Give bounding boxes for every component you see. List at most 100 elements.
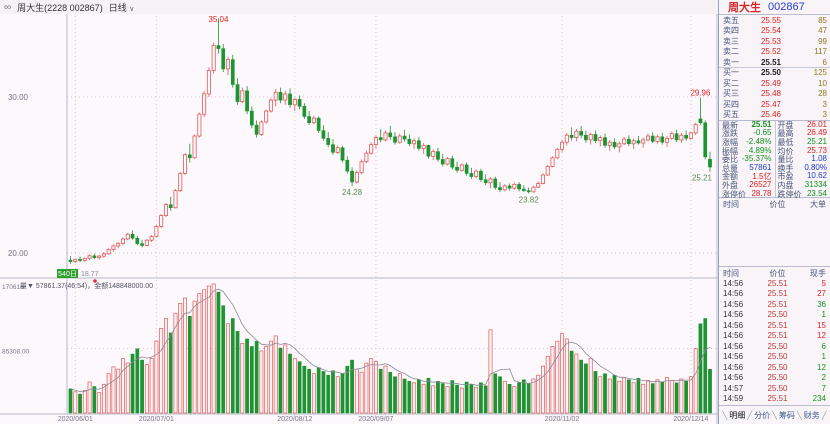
tab-1[interactable]: 明细 [729, 410, 746, 420]
info-label: 涨跌 [722, 129, 738, 139]
tick-lots: 1 [821, 352, 826, 362]
tick-row: 14:56 25.50 1 [719, 310, 830, 321]
svg-text:25.21: 25.21 [692, 174, 713, 183]
order-volume: 28 [818, 89, 827, 99]
tick-price: 25.50 [767, 352, 788, 362]
info-label: 均价 [777, 146, 794, 156]
svg-text:2020/12/14: 2020/12/14 [673, 416, 708, 423]
quote-panel: 周大生 002867 卖五 25.55 85 卖四 25.54 47 卖三 25.53 99 卖二… [718, 0, 830, 424]
tab-2[interactable]: 分价 [754, 410, 771, 420]
big-order-header: 时间 价位 大单 [719, 199, 830, 209]
ask-row[interactable]: 卖五 25.55 85 [719, 15, 830, 26]
info-value: -35.37% [741, 154, 772, 164]
tick-col-lots: 现手 [810, 269, 826, 278]
info-label: 最新 [722, 120, 738, 130]
tick-col-price: 价位 [769, 269, 786, 278]
tab-4[interactable]: 财务 [803, 410, 820, 420]
info-value: 26.01 [806, 119, 827, 129]
bid-row[interactable]: 买四 25.47 3 [719, 99, 830, 110]
tick-lots: 36 [817, 299, 826, 309]
info-label: 量比 [777, 155, 794, 165]
period-selector[interactable]: 日线 ∨ [109, 1, 135, 14]
tick-lots: 2 [821, 373, 826, 383]
order-level-label: 卖一 [723, 57, 739, 67]
svg-text:540日: 540日 [58, 270, 77, 278]
big-order-col-size: 大单 [810, 199, 826, 209]
info-row: 外盘 26527 内盘 31334 [719, 180, 830, 190]
tick-price: 25.51 [767, 278, 788, 288]
tick-price: 25.50 [767, 310, 788, 320]
info-label: 振幅 [722, 146, 738, 156]
order-volume: 10 [818, 78, 827, 88]
info-label: 市盈 [777, 172, 794, 182]
tick-price: 25.51 [767, 299, 788, 309]
tick-time: 14:56 [723, 289, 744, 299]
quote-panel-header: 周大生 002867 [719, 0, 830, 15]
order-level-label: 卖三 [723, 36, 739, 46]
order-level-label: 卖五 [723, 15, 739, 25]
tab-separator: ╱ [821, 410, 827, 420]
info-value: 25.73 [806, 145, 827, 155]
ask-row[interactable]: 卖一 25.51 6 [719, 57, 830, 68]
svg-text:2020/08/12: 2020/08/12 [277, 416, 312, 423]
tick-row: 14:56 25.50 1 [719, 352, 830, 363]
tick-price: 25.51 [767, 289, 788, 299]
svg-text:30.00: 30.00 [8, 93, 29, 102]
info-value: 25.21 [806, 136, 827, 146]
tick-lots: 7 [821, 383, 826, 393]
order-volume: 3 [822, 110, 827, 120]
chart-title-bar: ∞ 周大生(2228 002867) 日线 ∨ [0, 0, 718, 14]
bid-row[interactable]: 买三 25.48 28 [719, 89, 830, 100]
tick-row: 14:56 25.51 36 [719, 299, 830, 310]
order-volume: 47 [818, 26, 827, 36]
stock-code: 002867 [768, 1, 805, 13]
info-value: 4.89% [748, 145, 772, 155]
tab-3[interactable]: 筹码 [778, 410, 795, 420]
info-label: 金额 [722, 172, 738, 182]
order-level-label: 买三 [723, 89, 739, 99]
ask-row[interactable]: 卖二 25.52 117 [719, 47, 830, 58]
tick-time: 14:56 [723, 278, 744, 288]
kline-chart-area[interactable]: 30.00 20.00 170616 85308.00 35.04 29.96 24.28 2… [0, 14, 718, 424]
tick-row: 14:56 25.51 15 [719, 320, 830, 331]
order-price: 25.51 [760, 57, 782, 67]
ask-row[interactable]: 卖三 25.53 99 [719, 36, 830, 47]
info-label: 跌停价 [777, 189, 802, 199]
tick-time: 14:57 [723, 383, 744, 393]
svg-text:2020/06/01: 2020/06/01 [58, 416, 93, 423]
ask-row[interactable]: 卖四 25.54 47 [719, 26, 830, 37]
info-row: 金额 1.5亿 市盈 10.62 [719, 171, 830, 182]
tick-row: 14:56 25.51 12 [719, 331, 830, 342]
info-grid-divider [774, 121, 776, 197]
tick-lots: 12 [817, 362, 826, 372]
order-price: 25.49 [760, 78, 782, 88]
tick-lots: 15 [817, 320, 826, 330]
bid-row[interactable]: 买一 25.50 125 [719, 68, 830, 79]
svg-text:85308.00: 85308.00 [2, 349, 29, 356]
svg-text:18.77: 18.77 [81, 271, 99, 278]
tick-lots: 234 [812, 394, 826, 404]
info-value: 25.51 [751, 119, 772, 129]
info-label: 总量 [722, 163, 738, 173]
info-value: 10.62 [806, 171, 827, 181]
chevron-down-icon: ∨ [129, 5, 135, 13]
tick-lots: 1 [821, 310, 826, 320]
order-price: 25.54 [760, 26, 782, 36]
bid-row[interactable]: 买二 25.49 10 [719, 78, 830, 89]
info-value: 1.5亿 [752, 172, 772, 182]
tick-time: 14:59 [723, 394, 744, 404]
quote-info-grid: 最新 25.51 开盘 26.01 涨跌 -0.65 最高 26.49 涨幅 -2.48% 最低 25… [719, 119, 830, 199]
order-level-label: 买四 [723, 99, 739, 109]
tick-time: 14:56 [723, 310, 744, 320]
svg-text:170616: 170616 [2, 284, 24, 291]
tick-row: 14:56 25.50 2 [719, 373, 830, 384]
bid-row[interactable]: 买五 25.46 3 [719, 110, 830, 121]
candlestick-volume-chart[interactable]: 30.00 20.00 170616 85308.00 35.04 29.96 24.28 2… [0, 14, 718, 424]
info-value: -2.48% [746, 136, 772, 146]
info-value: 28.78 [751, 188, 772, 198]
svg-text:2020/11/02: 2020/11/02 [545, 416, 580, 423]
tab-separator: ╲ [722, 410, 728, 420]
tick-row: 14:57 25.50 7 [719, 383, 830, 394]
svg-text:20.00: 20.00 [8, 249, 29, 258]
